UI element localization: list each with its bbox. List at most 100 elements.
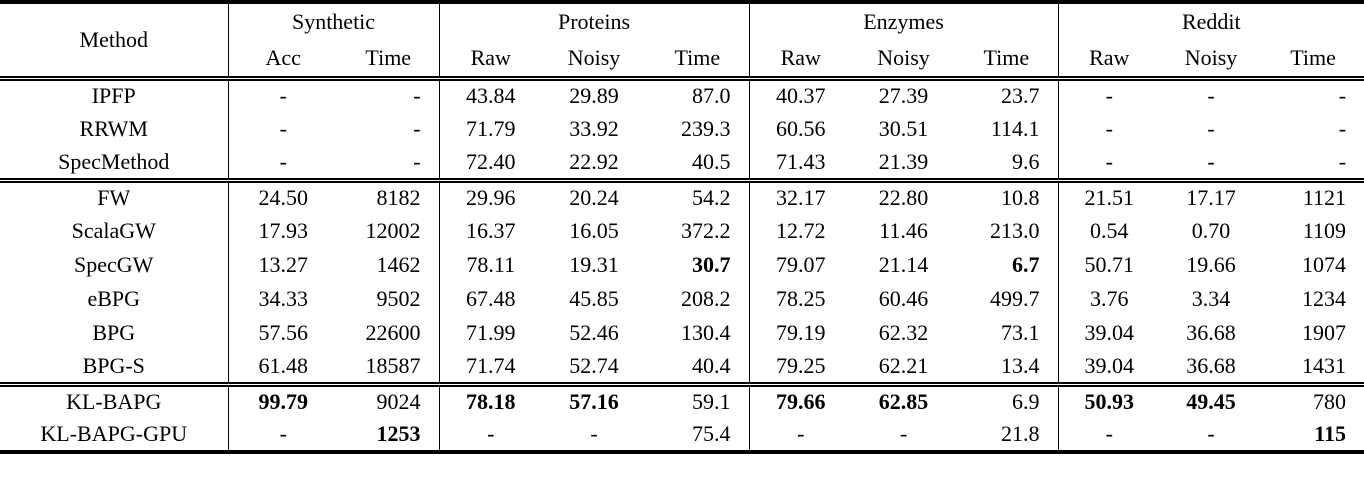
value-cell-enz-noisy: 11.46 [879, 218, 928, 243]
col-header-prot-noisy: Noisy [567, 44, 621, 70]
value-cell-syn-acc: - [227, 146, 338, 180]
value-cell-prot-raw: 71.79 [438, 112, 543, 146]
value-cell-prot-noisy: 57.16 [569, 389, 619, 415]
value-cell-prot-time: 239.3 [681, 116, 731, 141]
value-cell-red-noisy: - [1207, 148, 1215, 174]
value-cell-syn-acc: - [227, 78, 338, 112]
col-header-prot-raw: Raw [438, 40, 543, 78]
value-cell-enz-raw: 79.19 [748, 316, 853, 350]
value-cell-syn-time: 8182 [376, 185, 421, 211]
method-cell: eBPG [87, 286, 141, 311]
col-header-enz-noisy: Noisy [877, 44, 930, 70]
method-cell: BPG-S [82, 352, 145, 378]
value-cell-syn-acc: - [227, 112, 338, 146]
value-cell-enz-time: 499.7 [990, 286, 1040, 311]
value-cell-enz-noisy: 60.46 [878, 286, 929, 311]
value-cell-red-time: 1074 [1302, 252, 1347, 277]
value-cell-enz-time: 6.9 [1012, 389, 1040, 415]
benchmark-results-table: Method Synthetic Proteins Enzymes Reddit… [0, 0, 1364, 454]
table-row: FW 24.50 8182 29.96 20.24 54.2 32.17 22.80 10.8 2… [0, 180, 1364, 214]
value-cell-enz-noisy: 21.14 [878, 252, 929, 277]
value-cell-enz-time: 21.8 [1001, 421, 1040, 446]
value-cell-red-noisy: 36.68 [1186, 320, 1236, 345]
value-cell-enz-noisy: 62.85 [878, 389, 929, 415]
value-cell-prot-raw: 43.84 [438, 78, 543, 112]
value-cell-syn-time: 18587 [365, 352, 421, 378]
value-cell-prot-noisy: 45.85 [569, 286, 619, 311]
col-header-enz-raw: Raw [748, 40, 853, 78]
value-cell-enz-noisy: 30.51 [878, 116, 929, 141]
value-cell-enz-raw: 71.43 [748, 146, 853, 180]
group-header-proteins: Proteins [438, 2, 750, 40]
value-cell-prot-noisy: 19.31 [569, 252, 619, 277]
value-cell-prot-raw: 71.99 [438, 316, 543, 350]
table-row: KL-BAPG-GPU -1253- -75.4- -21.8- -115 [0, 418, 1364, 452]
value-cell-enz-noisy: 62.21 [878, 352, 929, 378]
value-cell-red-raw: 3.76 [1057, 282, 1161, 316]
group-header-synthetic: Synthetic [227, 2, 440, 40]
block-proposed-methods: KL-BAPG 99.79 9024 78.18 57.16 59.1 79.66 62.85… [0, 384, 1364, 452]
value-cell-syn-acc: 99.79 [227, 384, 338, 418]
value-cell-syn-time: 1253 [376, 421, 421, 446]
value-cell-syn-time: 9502 [376, 286, 421, 311]
value-cell-prot-time: 75.4 [692, 421, 731, 446]
value-cell-red-time: 1234 [1302, 286, 1347, 311]
value-cell-prot-raw: 78.11 [438, 248, 543, 282]
value-cell-red-noisy: 3.34 [1191, 286, 1231, 311]
value-cell-prot-time: 54.2 [692, 185, 731, 211]
value-cell-red-raw: 0.54 [1057, 214, 1161, 248]
value-cell-syn-time: - [413, 148, 421, 174]
table-row: KL-BAPG 99.79 9024 78.18 57.16 59.1 79.66 62.85… [0, 384, 1364, 418]
value-cell-red-noisy: - [1207, 421, 1215, 446]
value-cell-enz-raw: 79.66 [748, 384, 853, 418]
table-row: ScalaGW 17.93 12002 16.37 16.05 372.2 12.72 11.… [0, 214, 1364, 248]
value-cell-enz-raw: 12.72 [748, 214, 853, 248]
col-header-red-raw: Raw [1057, 40, 1161, 78]
value-cell-prot-noisy: - [590, 421, 598, 446]
value-cell-syn-acc: 17.93 [227, 214, 338, 248]
value-cell-red-time: 115 [1314, 421, 1347, 446]
value-cell-red-time: 1431 [1302, 352, 1347, 378]
value-cell-syn-acc: 24.50 [227, 180, 338, 214]
value-cell-syn-time: - [413, 83, 421, 109]
value-cell-red-noisy: 19.66 [1186, 252, 1236, 277]
table-row: RRWM - -71.79 33.92 239.3 60.56 30.51 114.1- - - [0, 112, 1364, 146]
value-cell-syn-acc: - [227, 418, 338, 452]
value-cell-enz-raw: 78.25 [748, 282, 853, 316]
value-cell-red-time: 1907 [1302, 320, 1347, 345]
value-cell-prot-time: 30.7 [692, 252, 731, 277]
method-cell: ScalaGW [71, 218, 156, 243]
value-cell-syn-acc: 13.27 [227, 248, 338, 282]
method-cell: KL-BAPG [66, 389, 162, 415]
value-cell-red-raw: 50.71 [1057, 248, 1161, 282]
col-header-red-noisy: Noisy [1184, 44, 1238, 70]
table-row: IPFP - -43.84 29.89 87.0 40.37 27.39 23.7- - - [0, 78, 1364, 112]
value-cell-syn-acc: 61.48 [227, 350, 338, 384]
table-row: eBPG 34.33 9502 67.48 45.85 208.2 78.25 60.46 49… [0, 282, 1364, 316]
method-cell: IPFP [91, 83, 136, 109]
value-cell-red-time: - [1338, 148, 1347, 174]
block-gw-methods: FW 24.50 8182 29.96 20.24 54.2 32.17 22.80 10.8 2… [0, 180, 1364, 384]
value-cell-prot-time: 372.2 [681, 218, 731, 243]
value-cell-syn-time: 22600 [365, 320, 421, 345]
group-header-row: Method Synthetic Proteins Enzymes Reddit [0, 2, 1364, 50]
value-cell-prot-time: 40.4 [692, 352, 731, 378]
value-cell-red-time: 1109 [1302, 218, 1347, 243]
value-cell-prot-noisy: 20.24 [569, 185, 619, 211]
value-cell-enz-time: 6.7 [1012, 252, 1040, 277]
value-cell-syn-time: - [413, 116, 421, 141]
value-cell-enz-time: 13.4 [1001, 352, 1040, 378]
value-cell-red-raw: - [1057, 418, 1161, 452]
value-cell-red-raw: - [1057, 78, 1161, 112]
value-cell-syn-acc: 34.33 [227, 282, 338, 316]
col-header-syn-acc: Acc [227, 40, 338, 78]
col-header-red-time: Time [1290, 44, 1336, 70]
table-row: SpecGW 13.27 1462 78.11 19.31 30.7 79.07 21.14 6… [0, 248, 1364, 282]
col-header-prot-time: Time [674, 44, 721, 70]
table-row: SpecMethod - -72.40 22.92 40.5 71.43 21.39 9.6-… [0, 146, 1364, 180]
value-cell-red-time: - [1338, 116, 1347, 141]
table-row: BPG-S 61.48 18587 71.74 52.74 40.4 79.25 62.21 1… [0, 350, 1364, 384]
value-cell-prot-time: 208.2 [681, 286, 731, 311]
method-cell: SpecMethod [58, 148, 170, 174]
value-cell-red-noisy: - [1207, 83, 1215, 109]
